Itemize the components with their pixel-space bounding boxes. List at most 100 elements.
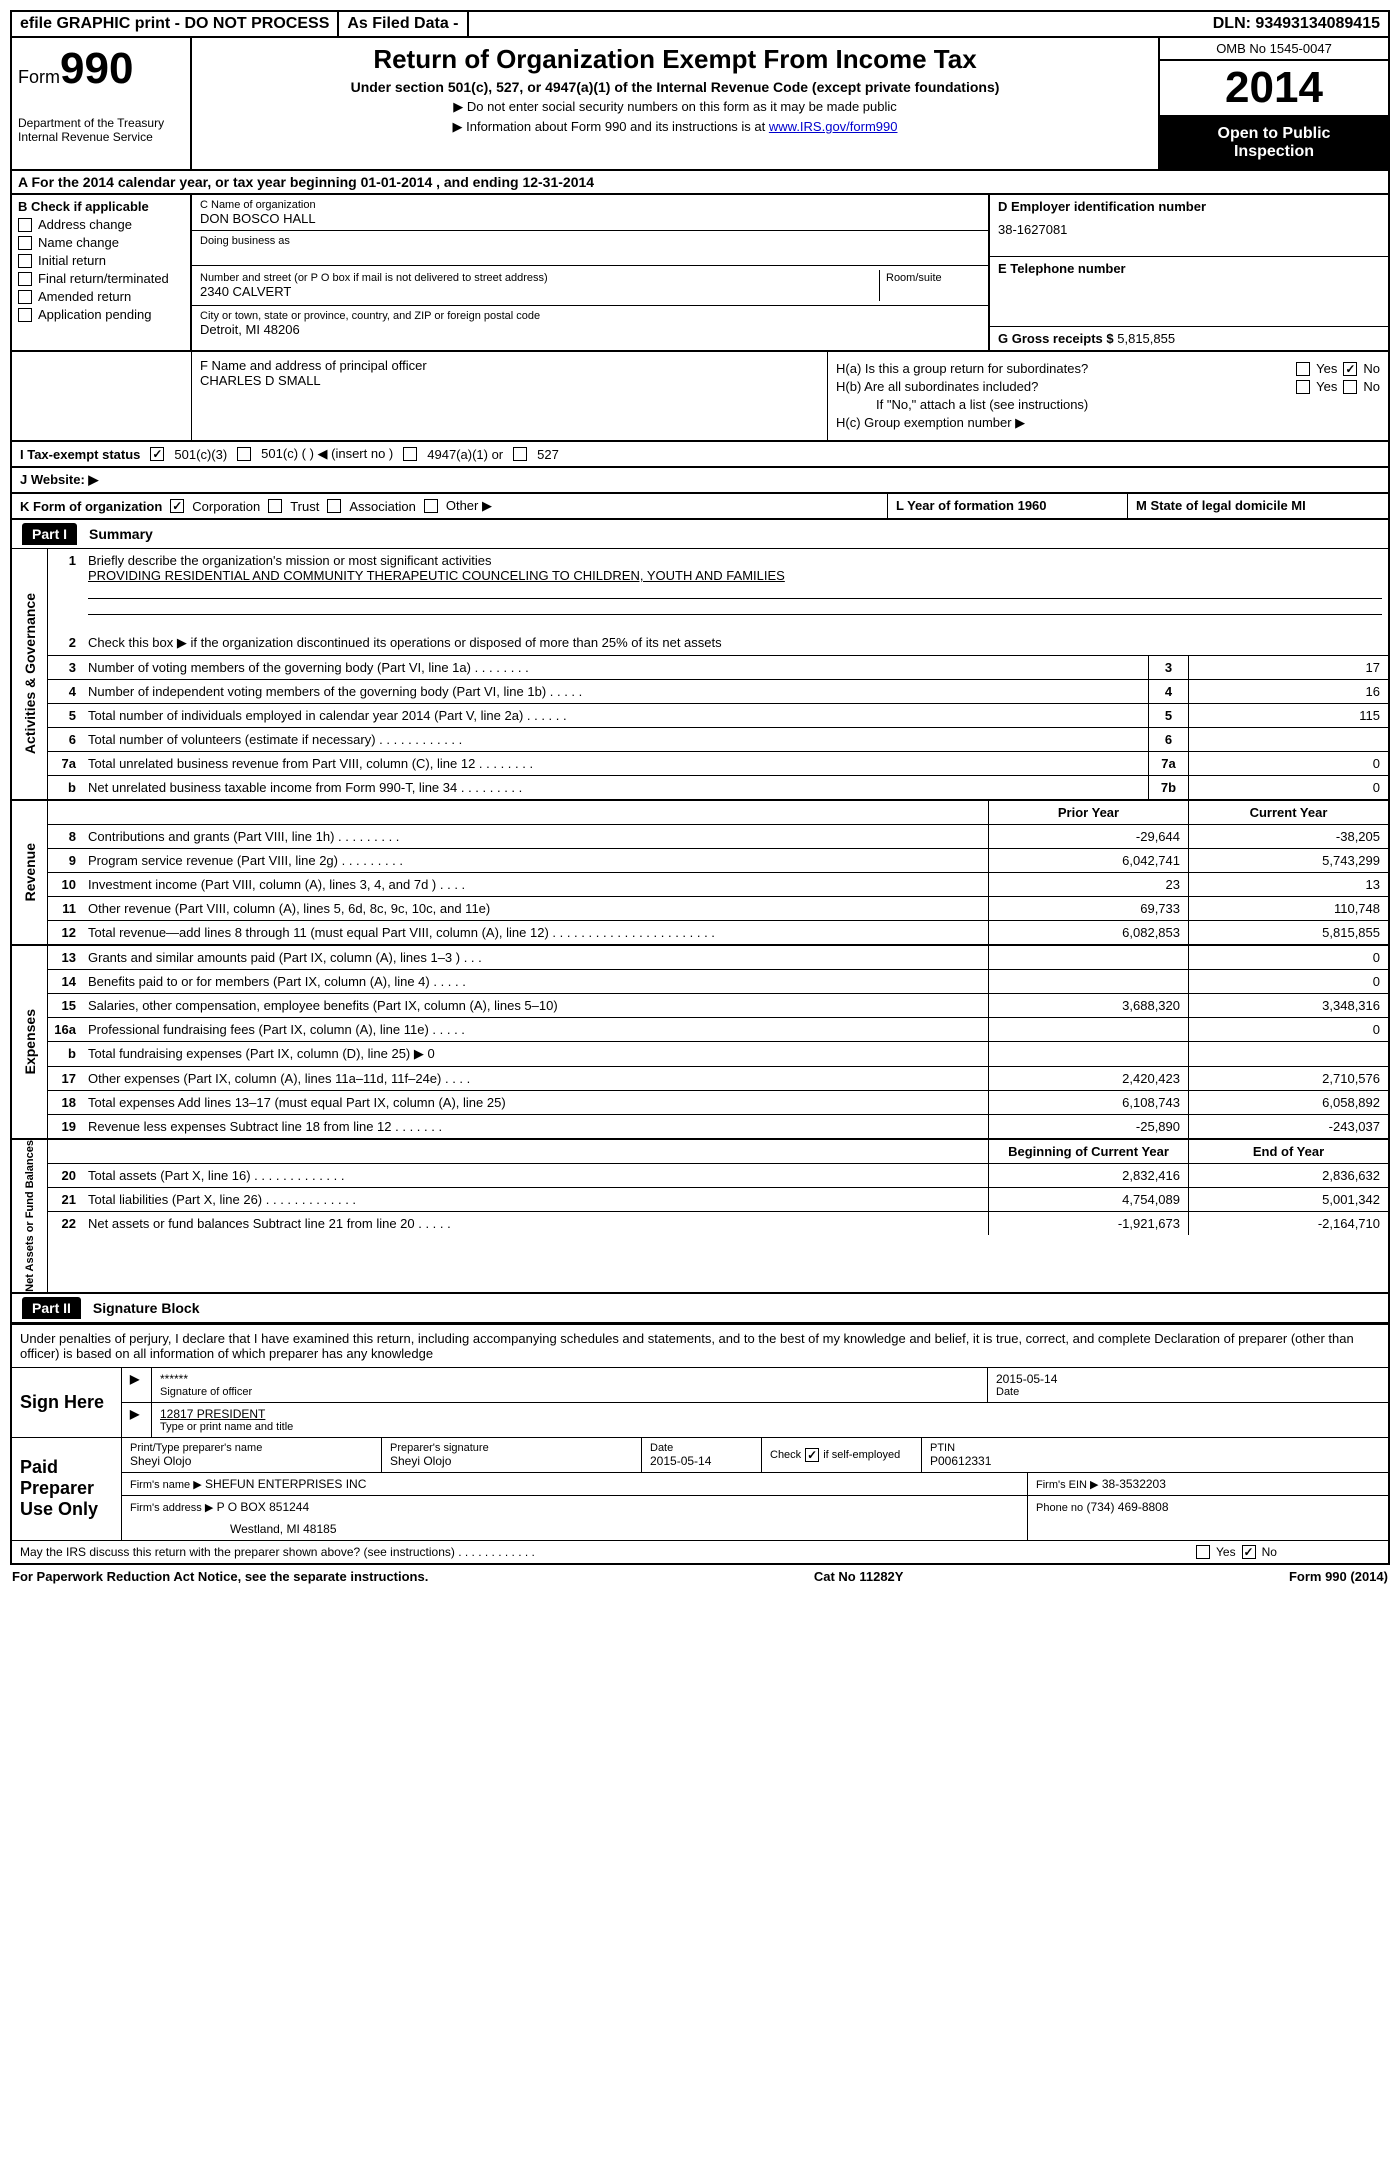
checkbox-checked-icon[interactable]: ✓ xyxy=(1343,362,1357,376)
addr-inner: Number and street (or P O box if mail is… xyxy=(200,270,880,301)
part-i-header: Part I Summary xyxy=(12,520,1388,549)
checkbox-icon[interactable] xyxy=(1296,362,1310,376)
state-domicile: M State of legal domicile MI xyxy=(1128,494,1388,518)
gross-label: G Gross receipts $ xyxy=(998,331,1114,346)
vlabel-ag-text: Activities & Governance xyxy=(22,593,38,754)
line-num: 22 xyxy=(48,1212,82,1235)
checkbox-icon[interactable] xyxy=(327,499,341,513)
checkbox-icon[interactable] xyxy=(403,447,417,461)
sign-here-grid: Sign Here ▶ ****** Signature of officer … xyxy=(12,1368,1388,1438)
ptin-label: PTIN xyxy=(930,1442,1380,1454)
line-desc: Total revenue—add lines 8 through 11 (mu… xyxy=(82,921,988,944)
addr-cell: Number and street (or P O box if mail is… xyxy=(192,266,988,306)
prior-year-value: 2,832,416 xyxy=(988,1164,1188,1187)
opt-other: Other ▶ xyxy=(446,498,492,514)
line-num: 4 xyxy=(48,680,82,703)
line-1: 1 Briefly describe the organization's mi… xyxy=(48,549,1388,631)
sig-row-1: ▶ ****** Signature of officer 2015-05-14… xyxy=(122,1368,1388,1403)
line-num: 13 xyxy=(48,946,82,969)
checkbox-icon[interactable] xyxy=(513,447,527,461)
chk-label: Final return/terminated xyxy=(38,271,169,286)
form-subtitle: Under section 501(c), 527, or 4947(a)(1)… xyxy=(206,79,1144,95)
ha-line: H(a) Is this a group return for subordin… xyxy=(836,361,1380,376)
hb-label: H(b) Are all subordinates included? xyxy=(836,379,1290,394)
prep-sig-cell: Preparer's signatureSheyi Olojo xyxy=(382,1438,642,1472)
dln-value: 93493134089415 xyxy=(1255,15,1380,32)
chk-final-return[interactable]: Final return/terminated xyxy=(18,271,184,286)
formorg-label: K Form of organization xyxy=(20,499,162,514)
line-num: 7a xyxy=(48,752,82,775)
irs-link[interactable]: www.IRS.gov/form990 xyxy=(769,119,898,134)
chk-label: Address change xyxy=(38,217,132,232)
chk-amended-return[interactable]: Amended return xyxy=(18,289,184,304)
ein-label: D Employer identification number xyxy=(998,199,1380,214)
checkbox-icon xyxy=(18,254,32,268)
current-year-value: 3,348,316 xyxy=(1188,994,1388,1017)
line-value: 0 xyxy=(1188,752,1388,775)
line-desc: Total number of individuals employed in … xyxy=(82,704,1148,727)
vlabel-ag: Activities & Governance xyxy=(12,549,48,799)
part-ii-header: Part II Signature Block xyxy=(12,1294,1388,1323)
prior-year-value: -25,890 xyxy=(988,1115,1188,1138)
addr-value: 2340 CALVERT xyxy=(200,284,873,299)
checkbox-icon[interactable] xyxy=(1296,380,1310,394)
dln-label: DLN: xyxy=(1213,15,1251,32)
summary-line: 20 Total assets (Part X, line 16) . . . … xyxy=(48,1164,1388,1188)
line-num: 11 xyxy=(48,897,82,920)
checkbox-icon[interactable] xyxy=(268,499,282,513)
firm-name: SHEFUN ENTERPRISES INC xyxy=(205,1477,366,1491)
vlabel-net-text: Net Assets or Fund Balances xyxy=(24,1140,36,1292)
org-name: DON BOSCO HALL xyxy=(200,211,980,226)
sign-here-label: Sign Here xyxy=(12,1368,122,1437)
part-i-container: Part I Summary Activities & Governance 1… xyxy=(10,520,1390,1294)
line-value: 0 xyxy=(1188,776,1388,799)
firm-addr-label: Firm's address ▶ xyxy=(130,1502,213,1514)
expenses-section: Expenses 13 Grants and similar amounts p… xyxy=(12,944,1388,1138)
prep-row-1: Print/Type preparer's nameSheyi Olojo Pr… xyxy=(122,1438,1388,1473)
phone-label: E Telephone number xyxy=(998,261,1380,276)
footer-right: Form 990 (2014) xyxy=(1289,1569,1388,1584)
opt-assoc: Association xyxy=(349,499,415,514)
checkbox-icon[interactable] xyxy=(424,499,438,513)
paid-preparer-right: Print/Type preparer's nameSheyi Olojo Pr… xyxy=(122,1438,1388,1540)
chk-address-change[interactable]: Address change xyxy=(18,217,184,232)
line-desc: Other revenue (Part VIII, column (A), li… xyxy=(82,897,988,920)
rev-header-row: Prior Year Current Year xyxy=(48,801,1388,825)
checkbox-checked-icon[interactable]: ✓ xyxy=(150,447,164,461)
current-year-value: 0 xyxy=(1188,1018,1388,1041)
chk-label: Application pending xyxy=(38,307,151,322)
firm-ein-cell: Firm's EIN ▶ 38-3532203 xyxy=(1028,1473,1388,1495)
checkbox-icon[interactable] xyxy=(1343,380,1357,394)
l1-text: Briefly describe the organization's miss… xyxy=(88,553,491,568)
line-desc: Briefly describe the organization's miss… xyxy=(82,549,1388,631)
chk-initial-return[interactable]: Initial return xyxy=(18,253,184,268)
summary-line: 4 Number of independent voting members o… xyxy=(48,680,1388,704)
sig-date: 2015-05-14 xyxy=(996,1372,1380,1386)
line-desc: Total liabilities (Part X, line 26) . . … xyxy=(82,1188,988,1211)
checkbox-checked-icon[interactable]: ✓ xyxy=(1242,1545,1256,1559)
checkbox-checked-icon[interactable]: ✓ xyxy=(805,1448,819,1462)
summary-line: 12 Total revenue—add lines 8 through 11 … xyxy=(48,921,1388,944)
opt-trust: Trust xyxy=(290,499,319,514)
netassets-section: Net Assets or Fund Balances Beginning of… xyxy=(12,1138,1388,1292)
checkbox-icon[interactable] xyxy=(237,447,251,461)
firm-addr2: Westland, MI 48185 xyxy=(130,1522,1019,1536)
vlabel-net: Net Assets or Fund Balances xyxy=(12,1140,48,1292)
prep-date: 2015-05-14 xyxy=(650,1454,753,1468)
checkbox-icon xyxy=(18,308,32,322)
chk-application-pending[interactable]: Application pending xyxy=(18,307,184,322)
firm-addr-cell: Firm's address ▶ P O BOX 851244 Westland… xyxy=(122,1496,1028,1540)
chk-name-change[interactable]: Name change xyxy=(18,235,184,250)
chk-label: Amended return xyxy=(38,289,131,304)
line-num: 15 xyxy=(48,994,82,1017)
line-desc: Total expenses Add lines 13–17 (must equ… xyxy=(82,1091,988,1114)
info-note: ▶ Information about Form 990 and its ins… xyxy=(206,119,1144,135)
firm-addr1: P O BOX 851244 xyxy=(217,1500,310,1514)
checkbox-icon[interactable] xyxy=(1196,1545,1210,1559)
line-value: 16 xyxy=(1188,680,1388,703)
line-value: 115 xyxy=(1188,704,1388,727)
date-label: Date xyxy=(996,1386,1380,1398)
checkbox-checked-icon[interactable]: ✓ xyxy=(170,499,184,513)
tax-year: 2014 xyxy=(1160,61,1388,117)
summary-line: 21 Total liabilities (Part X, line 26) .… xyxy=(48,1188,1388,1212)
